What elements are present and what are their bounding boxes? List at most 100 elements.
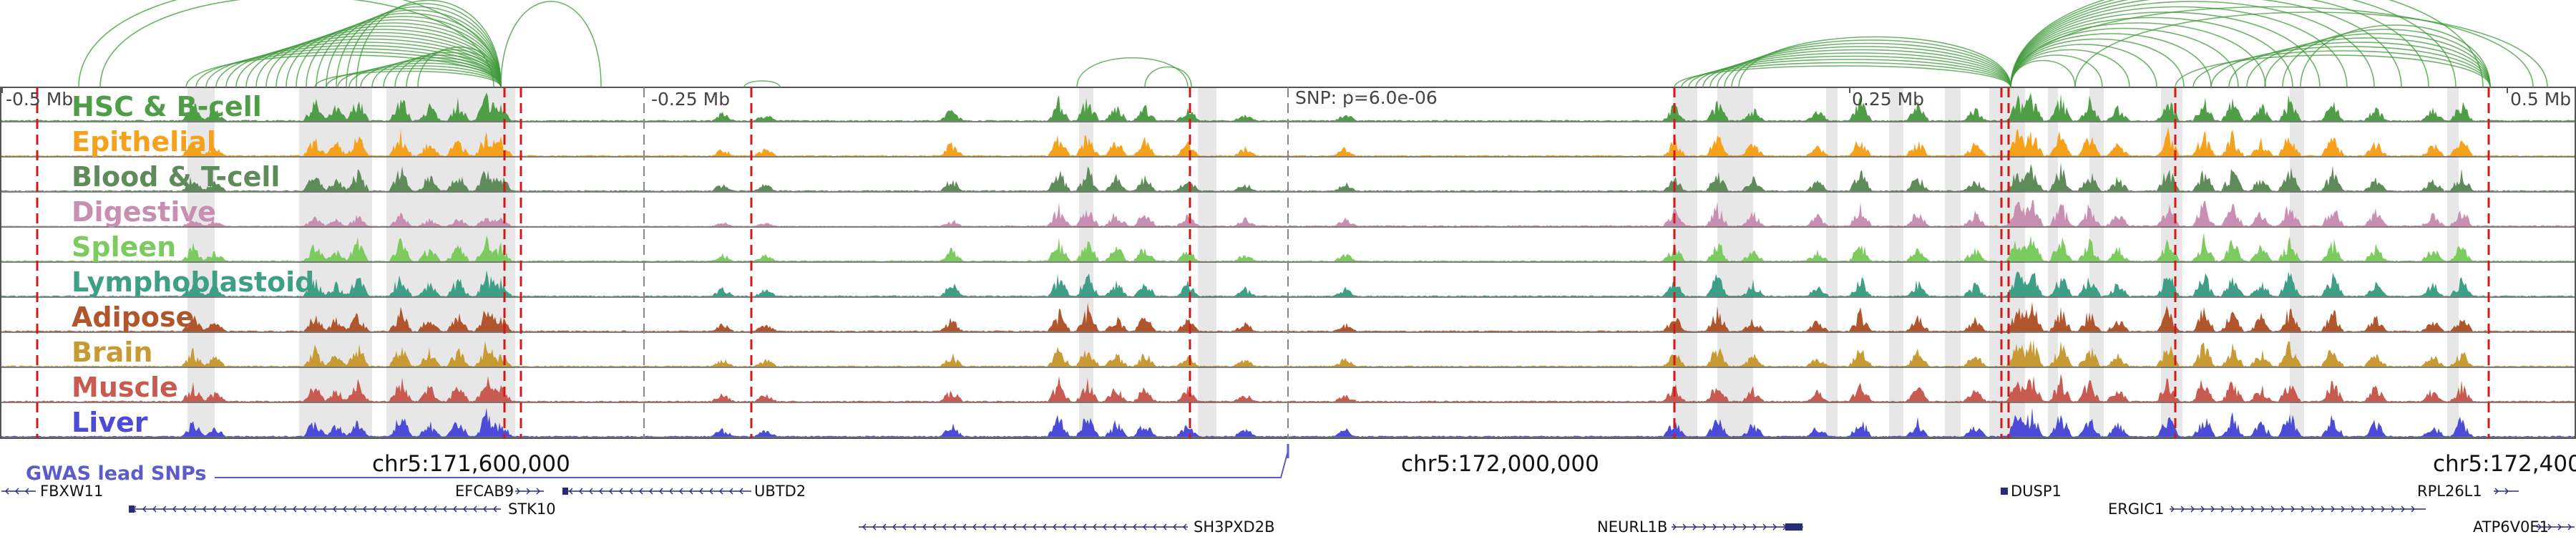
highlight-region-14 <box>2290 87 2304 438</box>
gene-stk10-arrow <box>162 505 167 513</box>
signal-track-5 <box>0 270 2576 296</box>
gene-neurl1b-arrow <box>1672 523 1677 531</box>
track-label-spleen: Spleen <box>72 231 177 263</box>
gene-stk10-arrow <box>182 505 187 513</box>
interaction-loop-8 <box>265 29 502 88</box>
ruler-label-minus-quarter: -0.25 Mb <box>651 89 731 110</box>
gene-ubtd2-arrow <box>629 488 633 495</box>
signal-track-6 <box>0 302 2576 332</box>
interaction-loop-5 <box>235 38 502 88</box>
interaction-loop-58 <box>2010 0 2457 88</box>
gene-ergic1-arrow <box>2170 505 2175 513</box>
gene-rpl26l1-arrow <box>2504 488 2509 495</box>
gene-label-sh3pxd2b: SH3PXD2B <box>1194 518 1275 536</box>
gene-stk10-arrow <box>213 505 217 513</box>
gene-label-ergic1: ERGIC1 <box>2108 500 2165 518</box>
gene-sh3pxd2b-arrow <box>1083 523 1087 531</box>
gene-neurl1b-exon <box>1785 523 1802 531</box>
highlight-region-7 <box>1826 87 1838 438</box>
signal-track-1 <box>0 127 2576 156</box>
interaction-loop-41 <box>1724 42 2011 88</box>
gene-stk10-arrow <box>393 505 397 513</box>
interaction-loop-66 <box>2282 29 2491 88</box>
gene-stk10-arrow <box>203 505 207 513</box>
gene-sh3pxd2b-arrow <box>962 523 967 531</box>
interaction-loop-1 <box>195 51 502 88</box>
gene-ubtd2-arrow <box>649 488 653 495</box>
interaction-loop-23 <box>371 57 502 88</box>
interaction-loop-50 <box>2010 27 2239 88</box>
ruler-label-plus-quarter: 0.25 Mb <box>1852 89 1925 110</box>
interaction-loop-28 <box>78 0 502 88</box>
interaction-loop-57 <box>2010 0 2429 88</box>
gene-ubtd2-arrow <box>619 488 623 495</box>
interaction-loop-31 <box>743 80 781 88</box>
track-label-muscle: Muscle <box>72 372 178 403</box>
gene-ergic1-arrow <box>2290 505 2295 513</box>
signal-track-9 <box>0 407 2576 437</box>
gene-neurl1b-arrow <box>1762 523 1767 531</box>
gene-sh3pxd2b-arrow <box>1053 523 1057 531</box>
gene-sh3pxd2b-arrow <box>942 523 947 531</box>
gene-fbxw11-arrow <box>15 488 19 495</box>
gene-sh3pxd2b-arrow <box>882 523 887 531</box>
gene-ubtd2-arrow <box>589 488 593 495</box>
gene-label-dusp1: DUSP1 <box>2011 483 2062 500</box>
gene-stk10-arrow <box>243 505 247 513</box>
gene-sh3pxd2b-arrow <box>1073 523 1077 531</box>
gene-ubtd2-arrow <box>709 488 713 495</box>
gene-atp6v0e1-arrow <box>2547 523 2552 531</box>
gene-ubtd2-arrow <box>599 488 603 495</box>
gene-stk10-arrow <box>343 505 347 513</box>
gene-stk10-arrow <box>433 505 437 513</box>
gene-ergic1-arrow <box>2391 505 2395 513</box>
interaction-loop-33 <box>1144 66 1192 88</box>
gene-stk10-arrow <box>333 505 337 513</box>
interaction-loop-59 <box>2010 0 2484 88</box>
gene-stk10-arrow <box>453 505 457 513</box>
gene-ergic1-arrow <box>2301 505 2305 513</box>
gene-sh3pxd2b-arrow <box>1173 523 1177 531</box>
gene-sh3pxd2b-arrow <box>982 523 987 531</box>
gene-label-fbxw11: FBXW11 <box>40 483 104 500</box>
gene-efcab9-arrow <box>536 488 540 495</box>
gene-stk10-arrow <box>353 505 357 513</box>
interaction-loop-7 <box>255 32 502 88</box>
gene-atp6v0e1-arrow <box>2537 523 2542 531</box>
coordinate-label-1: chr5:171,600,000 <box>372 451 570 477</box>
coordinate-label-3: chr5:172,400 <box>2433 451 2576 477</box>
gene-ubtd2-arrow <box>679 488 683 495</box>
gene-ergic1-arrow <box>2361 505 2365 513</box>
gene-stk10-arrow <box>192 505 197 513</box>
interaction-loop-64 <box>2246 37 2491 88</box>
interaction-loop-11 <box>296 19 502 88</box>
gene-label-stk10: STK10 <box>508 500 556 518</box>
gene-atp6v0e1-arrow <box>2557 523 2562 531</box>
gene-stk10-arrow <box>273 505 277 513</box>
gene-label-neurl1b: NEURL1B <box>1597 518 1668 536</box>
gene-dusp1-exon <box>2001 488 2008 495</box>
interaction-loop-32 <box>1076 57 1189 88</box>
interaction-loop-39 <box>1709 49 2011 88</box>
gene-stk10-arrow <box>253 505 257 513</box>
gene-stk10-arrow <box>233 505 237 513</box>
gene-sh3pxd2b-arrow <box>1043 523 1047 531</box>
gene-stk10-exon <box>129 505 135 513</box>
gene-stk10-arrow <box>323 505 327 513</box>
interaction-loop-25 <box>394 52 502 88</box>
gene-efcab9-arrow <box>526 488 530 495</box>
gene-ubtd2-exon <box>562 488 568 495</box>
gene-ubtd2-arrow <box>609 488 613 495</box>
interaction-loop-27 <box>417 47 502 88</box>
gene-ubtd2-arrow <box>579 488 583 495</box>
gene-sh3pxd2b-arrow <box>1002 523 1007 531</box>
gene-ubtd2-arrow <box>669 488 673 495</box>
interaction-loop-62 <box>2210 46 2491 88</box>
interaction-loop-65 <box>2264 33 2491 88</box>
gene-label-rpl26l1: RPL26L1 <box>2417 483 2482 500</box>
gene-sh3pxd2b-arrow <box>922 523 927 531</box>
gene-stk10-arrow <box>223 505 227 513</box>
gene-sh3pxd2b-arrow <box>1013 523 1017 531</box>
gene-sh3pxd2b-arrow <box>912 523 917 531</box>
